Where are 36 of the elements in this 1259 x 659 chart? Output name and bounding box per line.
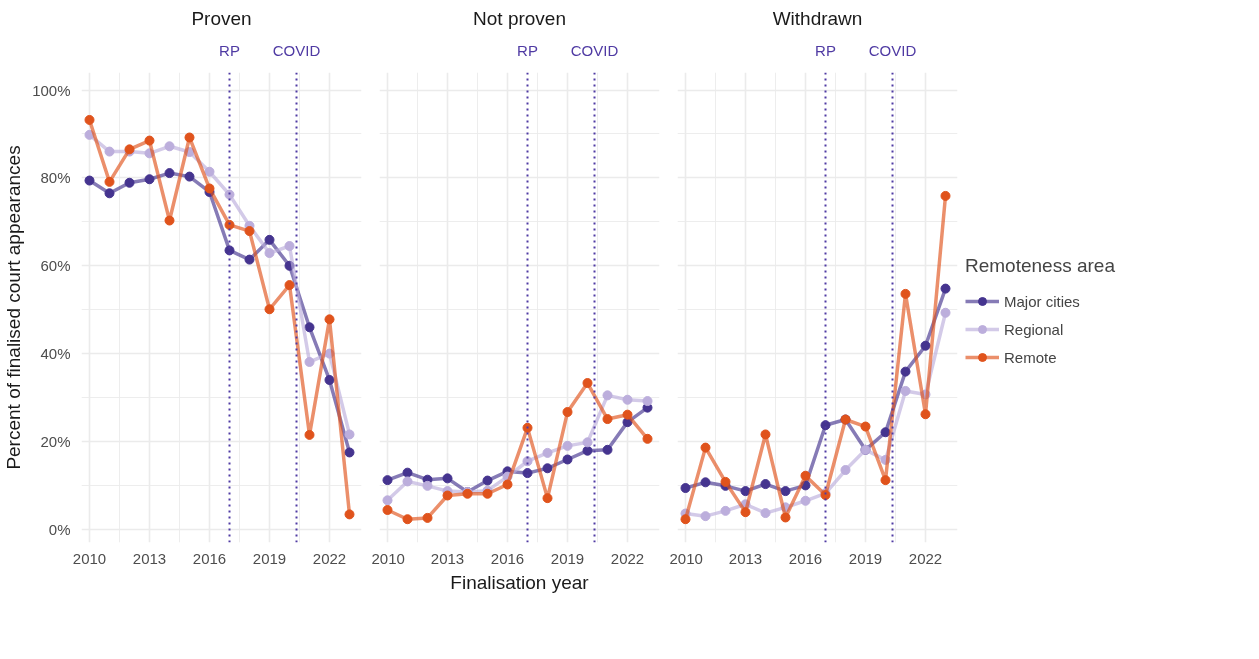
- ref-line-label: COVID: [272, 42, 321, 60]
- x-tick-label: 2010: [371, 549, 405, 567]
- x-tick-label: 2013: [430, 549, 465, 567]
- ref-line-label: COVID: [570, 42, 619, 60]
- y-tick-label: 40%: [40, 345, 71, 363]
- legend-label: Regional: [1004, 320, 1064, 338]
- y-tick-label: 20%: [40, 432, 71, 450]
- x-tick-label: 2016: [192, 549, 227, 567]
- y-axis-title: Percent of finalised court appearances: [3, 145, 25, 470]
- legend-title: Remoteness area: [965, 255, 1115, 277]
- x-axis-title: Finalisation year: [450, 571, 590, 593]
- x-tick-label: 2019: [252, 549, 287, 567]
- x-tick-label: 2022: [908, 549, 943, 567]
- ref-line-label: COVID: [868, 42, 917, 60]
- legend-label: Remote: [1004, 348, 1057, 366]
- chart-title: Withdrawn: [772, 7, 863, 29]
- chart-title: Proven: [191, 7, 252, 29]
- x-tick-label: 2013: [132, 549, 167, 567]
- y-tick-label: 80%: [40, 169, 71, 187]
- x-tick-label: 2022: [312, 549, 347, 567]
- x-tick-label: 2013: [728, 549, 763, 567]
- y-tick-label: 60%: [40, 257, 71, 275]
- x-tick-label: 2019: [848, 549, 883, 567]
- ref-line-label: RP: [219, 42, 240, 60]
- x-tick-label: 2022: [610, 549, 645, 567]
- y-tick-label: 100%: [32, 81, 71, 99]
- x-tick-label: 2016: [788, 549, 823, 567]
- ref-line-label: RP: [815, 42, 836, 60]
- x-tick-label: 2019: [550, 549, 585, 567]
- x-tick-label: 2010: [669, 549, 703, 567]
- y-tick-label: 0%: [48, 520, 71, 538]
- ref-line-label: RP: [517, 42, 538, 60]
- x-tick-label: 2016: [490, 549, 525, 567]
- x-tick-label: 2010: [72, 549, 107, 567]
- legend-label: Major cities: [1004, 292, 1080, 310]
- chart-title: Not proven: [473, 7, 566, 29]
